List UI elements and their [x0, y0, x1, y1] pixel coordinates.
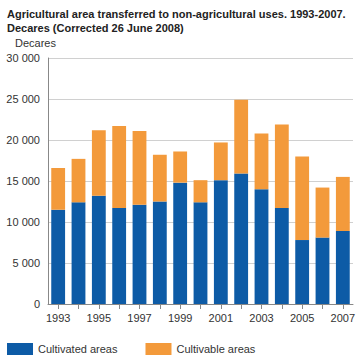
svg-text:2005: 2005	[290, 312, 314, 324]
svg-text:2003: 2003	[249, 312, 273, 324]
svg-text:1999: 1999	[168, 312, 192, 324]
svg-text:Decares: Decares	[15, 37, 56, 49]
svg-text:15 000: 15 000	[6, 175, 40, 187]
svg-text:Agricultural area transferred: Agricultural area transferred to non-agr…	[7, 8, 349, 20]
svg-text:Cultivable areas: Cultivable areas	[176, 343, 255, 355]
svg-text:25 000: 25 000	[6, 93, 40, 105]
svg-text:20 000: 20 000	[6, 134, 40, 146]
svg-text:Decares (Corrected 26 June 200: Decares (Corrected 26 June 2008)	[7, 22, 184, 34]
svg-text:5 000: 5 000	[12, 257, 40, 269]
svg-text:10 000: 10 000	[6, 216, 40, 228]
svg-text:1997: 1997	[127, 312, 151, 324]
svg-text:Cultivated areas: Cultivated areas	[38, 343, 118, 355]
svg-text:1993: 1993	[46, 312, 70, 324]
svg-text:30 000: 30 000	[6, 52, 40, 64]
svg-text:2007: 2007	[331, 312, 355, 324]
svg-text:1995: 1995	[87, 312, 111, 324]
svg-text:2001: 2001	[209, 312, 233, 324]
svg-text:0: 0	[34, 298, 40, 310]
